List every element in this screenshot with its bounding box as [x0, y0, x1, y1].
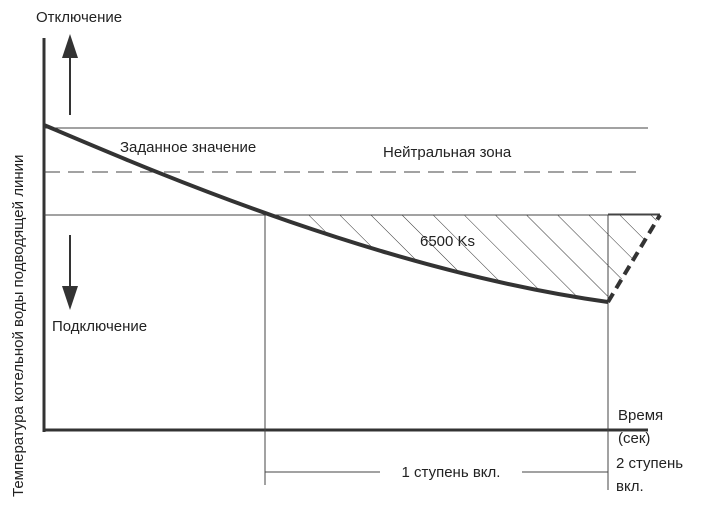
temperature-curve	[43, 123, 609, 304]
label-stage1: 1 ступень вкл.	[402, 464, 501, 481]
label-integral: 6500 Ks	[420, 233, 475, 250]
label-time: Время	[618, 407, 663, 424]
label-time-unit: (сек)	[618, 430, 650, 447]
y-axis-label: Температура котельной воды подводящей ли…	[10, 155, 27, 497]
recovery-curve	[606, 213, 662, 304]
label-stage2: 2 ступень	[616, 455, 683, 472]
label-on: Подключение	[52, 318, 147, 335]
label-setpoint: Заданное значение	[120, 139, 256, 156]
label-off: Отключение	[36, 9, 122, 26]
arrow-up-head	[62, 34, 78, 58]
label-stage2: вкл.	[616, 478, 644, 495]
label-neutral-zone: Нейтральная зона	[383, 144, 512, 161]
arrow-down-head	[62, 286, 78, 310]
